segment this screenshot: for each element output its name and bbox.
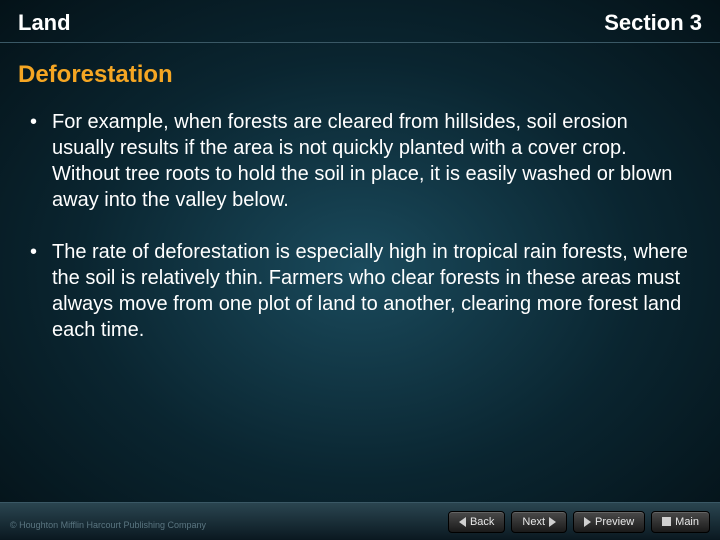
preview-label: Preview [595,516,634,528]
preview-button[interactable]: Preview [573,511,645,533]
main-label: Main [675,516,699,528]
bullet-marker: • [30,109,52,213]
bullet-item: • The rate of deforestation is especiall… [30,239,690,343]
main-button[interactable]: Main [651,511,710,533]
play-icon [584,517,591,527]
arrow-right-icon [549,517,556,527]
back-label: Back [470,516,494,528]
bullet-item: • For example, when forests are cleared … [30,109,690,213]
section-label: Section 3 [604,10,702,36]
next-label: Next [522,516,545,528]
arrow-left-icon [459,517,466,527]
copyright-text: © Houghton Mifflin Harcourt Publishing C… [10,520,206,530]
next-button[interactable]: Next [511,511,567,533]
stop-icon [662,517,671,526]
slide-content: • For example, when forests are cleared … [0,99,720,343]
bullet-text: The rate of deforestation is especially … [52,239,690,343]
bullet-text: For example, when forests are cleared fr… [52,109,690,213]
back-button[interactable]: Back [448,511,505,533]
slide-header: Land Section 3 [0,0,720,43]
nav-footer: © Houghton Mifflin Harcourt Publishing C… [0,502,720,540]
slide-subtitle: Deforestation [0,43,720,99]
chapter-title: Land [18,10,71,36]
bullet-marker: • [30,239,52,343]
